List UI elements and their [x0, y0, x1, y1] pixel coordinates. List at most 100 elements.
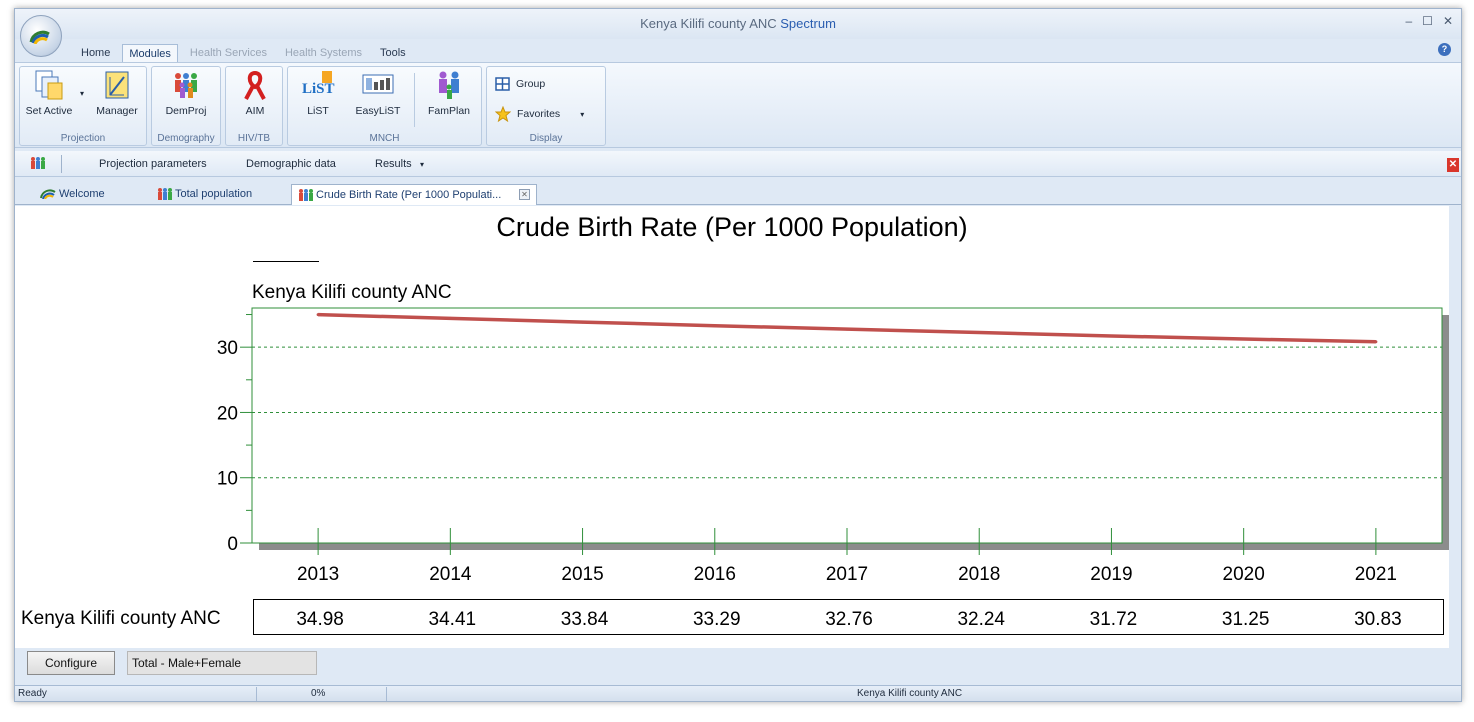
people-small-icon — [158, 188, 172, 200]
close-window-button[interactable]: ✕ — [1442, 14, 1453, 28]
close-projection-icon[interactable]: ✕ — [1447, 158, 1459, 172]
status-separator — [256, 687, 257, 701]
group-display: Group Favorites ▾ Display — [486, 66, 606, 146]
x-tick-label: 2013 — [297, 564, 339, 585]
window-title-accent: Spectrum — [780, 16, 836, 31]
x-tick-label: 2017 — [826, 564, 868, 585]
easylist-button[interactable]: EasyLiST — [348, 69, 408, 117]
set-active-button[interactable]: Set Active — [23, 69, 75, 117]
tab-tools[interactable]: Tools — [380, 47, 406, 59]
tab-close-icon[interactable]: ✕ — [519, 189, 530, 200]
app-window: Kenya Kilifi county ANC Spectrum – ☐ ✕ H… — [14, 8, 1462, 702]
set-active-icon — [35, 70, 63, 100]
minimize-button[interactable]: – — [1405, 14, 1413, 28]
tab-health-services[interactable]: Health Services — [189, 47, 267, 59]
data-point — [448, 316, 452, 320]
table-cell: 32.24 — [957, 609, 1005, 630]
configuration-field[interactable]: Total - Male+Female — [127, 651, 317, 675]
group-demography: DemProj Demography — [151, 66, 221, 146]
group-projection: Set Active ▾ Manager Projection — [19, 66, 147, 146]
people-icon[interactable] — [29, 156, 47, 172]
x-tick-label: 2015 — [561, 564, 603, 585]
group-label: Group — [516, 78, 546, 90]
famplan-label: FamPlan — [427, 105, 470, 117]
toolbar-divider — [61, 155, 62, 173]
manager-icon — [105, 71, 129, 99]
famplan-button[interactable]: FamPlan — [420, 69, 478, 117]
manager-button[interactable]: Manager — [90, 69, 144, 117]
set-active-label: Set Active — [25, 105, 73, 117]
set-active-dropdown-icon[interactable]: ▾ — [79, 89, 84, 98]
tab-welcome-label: Welcome — [59, 188, 105, 200]
data-point — [977, 331, 981, 335]
tab-crude-birth-rate[interactable]: Crude Birth Rate (Per 1000 Populati... ✕ — [291, 184, 537, 205]
data-point — [1242, 337, 1246, 341]
projection-toolbar: Projection parameters Demographic data R… — [15, 151, 1461, 177]
x-tick-label: 2016 — [694, 564, 736, 585]
help-icon[interactable]: ? — [1438, 43, 1451, 56]
chart-title: Crude Birth Rate (Per 1000 Population) — [496, 212, 968, 242]
favorites-button[interactable]: Favorites ▾ — [495, 106, 584, 122]
bottom-bar: Configure Total - Male+Female — [15, 649, 1461, 685]
group-label-mnch: MNCH — [369, 133, 400, 144]
tab-home[interactable]: Home — [81, 47, 111, 59]
series-label: Kenya Kilifi county ANC — [252, 282, 452, 303]
group-mnch: LiST LiST EasyLiST — [287, 66, 482, 146]
easylist-label: EasyLiST — [355, 105, 401, 117]
easylist-icon — [362, 74, 394, 94]
results-menu[interactable]: Results — [375, 158, 412, 170]
demproj-icon — [175, 73, 197, 98]
star-icon — [495, 106, 511, 122]
mnch-divider — [414, 73, 415, 127]
y-tick-label: 30 — [217, 338, 238, 359]
data-point — [845, 327, 849, 331]
window-title: Kenya Kilifi county ANC Spectrum — [15, 16, 1461, 31]
status-ready: Ready — [18, 688, 47, 699]
data-point — [581, 320, 585, 324]
results-dropdown-icon[interactable]: ▾ — [420, 160, 425, 169]
x-tick-label: 2014 — [429, 564, 472, 585]
list-label: LiST — [307, 105, 329, 117]
ribbon-tab-strip: Home Modules Health Services Health Syst… — [75, 44, 418, 63]
ribbon: Set Active ▾ Manager Projection — [15, 62, 1461, 148]
demproj-button[interactable]: DemProj — [156, 69, 216, 117]
data-point — [1109, 334, 1113, 338]
y-tick-label: 0 — [227, 534, 238, 555]
table-cell: 34.98 — [296, 609, 344, 630]
projection-parameters-menu[interactable]: Projection parameters — [99, 158, 207, 170]
favorites-dropdown-icon[interactable]: ▾ — [580, 109, 585, 119]
document-tabs: Welcome Total population Crude Birth Rat… — [15, 181, 1461, 205]
tab-health-systems[interactable]: Health Systems — [284, 47, 362, 59]
list-logo-text: LiST — [302, 81, 335, 97]
aim-button[interactable]: AIM — [230, 69, 280, 117]
data-point — [316, 313, 320, 317]
x-tick-label: 2019 — [1090, 564, 1132, 585]
title-bar: Kenya Kilifi county ANC Spectrum – ☐ ✕ — [15, 9, 1461, 39]
spectrum-logo-icon — [29, 30, 50, 44]
tab-welcome[interactable]: Welcome — [35, 184, 145, 205]
window-controls: – ☐ ✕ — [1405, 14, 1453, 28]
x-tick-label: 2021 — [1355, 564, 1397, 585]
plot-area — [251, 307, 1443, 544]
x-tick-label: 2020 — [1223, 564, 1265, 585]
list-logo-icon: LiST — [302, 71, 335, 97]
maximize-button[interactable]: ☐ — [1422, 14, 1433, 28]
app-menu-button[interactable] — [20, 15, 62, 57]
status-progress: 0% — [311, 688, 326, 699]
tab-total-population[interactable]: Total population — [151, 184, 291, 205]
favorites-label: Favorites — [517, 108, 561, 120]
x-tick-label: 2018 — [958, 564, 1000, 585]
list-button[interactable]: LiST LiST — [294, 69, 342, 117]
tab-modules[interactable]: Modules — [122, 44, 178, 63]
chart-canvas: 0 10 20 30 2013 2014 2015 2016 2017 2018 2019 2020 2… — [217, 307, 1449, 585]
y-tick-label: 10 — [217, 469, 238, 490]
spectrum-small-icon — [40, 189, 56, 199]
tab-crude-birth-rate-label: Crude Birth Rate (Per 1000 Populati... — [316, 189, 502, 201]
table-cell: 30.83 — [1354, 609, 1402, 630]
configure-button[interactable]: Configure — [27, 651, 115, 675]
data-table: 34.98 34.41 33.84 33.29 32.76 32.24 31.72 31.25… — [253, 599, 1444, 635]
status-bar: Ready 0% Kenya Kilifi county ANC — [15, 685, 1461, 701]
group-label-display: Display — [529, 133, 563, 144]
group-button[interactable]: Group — [495, 77, 545, 91]
demographic-data-menu[interactable]: Demographic data — [246, 158, 336, 170]
